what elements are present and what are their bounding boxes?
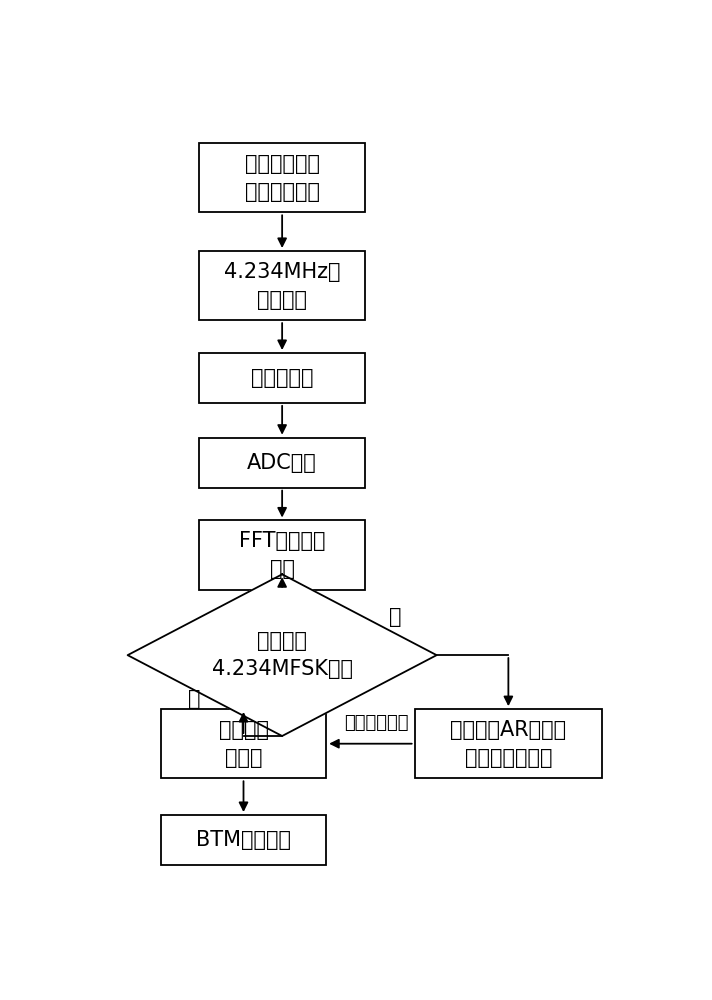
Text: FFT频谱分析
模块: FFT频谱分析 模块 <box>239 531 325 579</box>
Text: 是: 是 <box>187 689 200 709</box>
FancyBboxPatch shape <box>414 709 602 778</box>
FancyBboxPatch shape <box>199 520 365 590</box>
FancyBboxPatch shape <box>199 143 365 212</box>
Text: 车载天线接收
外部模拟信号: 车载天线接收 外部模拟信号 <box>245 154 320 202</box>
Text: 否: 否 <box>389 607 402 627</box>
FancyBboxPatch shape <box>161 815 326 865</box>
Text: 4.234MHz带
通滤波器: 4.234MHz带 通滤波器 <box>224 262 340 310</box>
Text: 反映噪声特性: 反映噪声特性 <box>344 714 408 732</box>
FancyBboxPatch shape <box>161 709 326 778</box>
FancyBboxPatch shape <box>199 438 365 488</box>
Polygon shape <box>127 574 436 736</box>
Text: 是否包含
4.234MFSK信号: 是否包含 4.234MFSK信号 <box>211 631 352 679</box>
FancyBboxPatch shape <box>199 251 365 320</box>
Text: ADC模块: ADC模块 <box>247 453 317 473</box>
Text: BTM后续模块: BTM后续模块 <box>196 830 291 850</box>
Text: 前置放大器: 前置放大器 <box>251 368 313 388</box>
Text: 过点：滤
波模块: 过点：滤 波模块 <box>219 720 268 768</box>
FancyBboxPatch shape <box>199 353 365 403</box>
Text: 未过点：AR噪声统
计特性估计模块: 未过点：AR噪声统 计特性估计模块 <box>450 720 567 768</box>
